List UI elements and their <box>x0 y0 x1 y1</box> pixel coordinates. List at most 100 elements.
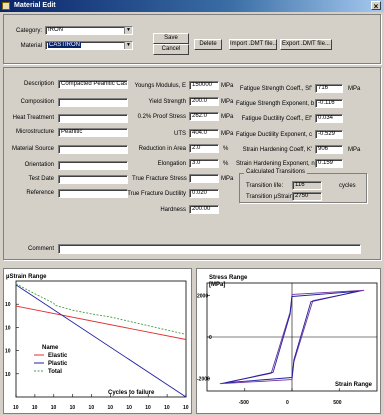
transition-life-field: 116 <box>292 181 322 190</box>
y-tick-label: 10 <box>5 372 11 378</box>
strain-hardening-exponent-field[interactable]: 0.159 <box>315 159 343 168</box>
x-tick-label: 10 <box>164 405 170 411</box>
chevron-down-icon[interactable]: ▼ <box>124 42 132 49</box>
true-fracture-ductility-field[interactable]: 0.020 <box>189 189 219 198</box>
title-bar: Material Edit × <box>0 0 384 12</box>
microstructure-label: Microstructure <box>15 129 54 135</box>
export-dmt-button[interactable]: Export .DMT file... <box>280 39 332 50</box>
true-fracture-ductility-label: True Fracture Ductility <box>127 191 186 197</box>
y-tick-label: 10 <box>5 349 11 355</box>
x-tick-label: 10 <box>183 405 189 411</box>
material-label: Material <box>20 43 42 49</box>
uts-unit: MPa <box>221 131 234 137</box>
microstructure-field[interactable]: Pearlitic <box>58 128 128 137</box>
reduction-in-area-label: Reduction in Area <box>138 146 186 152</box>
material-value: CASTIRON <box>48 42 82 48</box>
y-tick-label: 0 <box>209 335 212 341</box>
strain-hardening-coeff-label: Strain Hardening Coeff, K' <box>242 147 312 153</box>
strain-hardening-coeff-unit: MPa <box>348 147 361 153</box>
series-line-elastic <box>15 305 187 340</box>
y-axis-label: Stress Range <box>209 275 248 281</box>
proof-stress-field[interactable]: 262.0 <box>189 112 219 121</box>
fatigue-ductility-coeff-label: Fatigue Ductility Coeff., Ef' <box>241 116 312 122</box>
transition-strain-label: Transition µStrain: <box>246 194 295 200</box>
legend-label-total: Total <box>48 369 62 375</box>
fatigue-strength-exponent-label: Fatigue Strength Exponent, b <box>236 101 315 107</box>
window-title: Material Edit <box>14 2 56 9</box>
save-button[interactable]: Save <box>153 33 189 44</box>
youngs-modulus-field[interactable]: 150000 <box>189 81 219 90</box>
close-icon[interactable]: × <box>371 1 381 11</box>
import-dmt-button[interactable]: Import .DMT file... <box>229 39 278 50</box>
yield-strength-field[interactable]: 200.0 <box>189 97 219 106</box>
fatigue-strength-coeff-unit: MPa <box>348 86 361 92</box>
material-select[interactable]: CASTIRON ▼ <box>45 41 133 50</box>
material-source-label: Material Source <box>11 146 54 152</box>
x-tick-label: 0 <box>286 400 289 406</box>
category-select[interactable]: IRON ▼ <box>45 26 133 35</box>
transition-life-unit: cycles <box>339 183 356 189</box>
material-source-field[interactable] <box>58 145 128 154</box>
reference-label: Reference <box>26 190 54 196</box>
description-field[interactable]: Compacted Pearlitic Cast <box>58 80 128 89</box>
elongation-label: Elongation <box>157 161 186 167</box>
reduction-in-area-field[interactable]: 2.0 <box>189 144 219 153</box>
calculated-transitions-title: Calculated Transitions <box>244 168 308 177</box>
fatigue-strength-exponent-field[interactable]: -0.116 <box>315 99 343 108</box>
app-icon <box>2 2 10 10</box>
fatigue-ductility-exponent-label: Fatigue Ductility Exponent, c <box>236 132 313 138</box>
proof-stress-unit: MPa <box>221 114 234 120</box>
reference-field[interactable] <box>58 189 128 198</box>
hysteresis-chart-svg: Stress Range[MPa] Strain Range -500 0 500 200… <box>197 275 378 406</box>
heat-treatment-field[interactable] <box>58 114 128 123</box>
true-fracture-stress-field[interactable] <box>189 174 219 183</box>
strain-life-chart-svg: µStrain Range Cycles to failure 10 10 10 10 10… <box>5 274 189 411</box>
true-fracture-stress-unit: MPa <box>221 176 234 182</box>
strain-hardening-coeff-field[interactable]: 906 <box>315 145 343 154</box>
reduction-in-area-unit: % <box>223 146 229 152</box>
top-group <box>3 14 381 64</box>
legend-label-plastic: Plastic <box>48 361 68 367</box>
fatigue-strength-coeff-field[interactable]: 716 <box>315 84 343 93</box>
x-tick-label: 10 <box>32 405 38 411</box>
yield-strength-unit: MPa <box>221 99 234 105</box>
hysteresis-loop-2 <box>225 290 359 384</box>
x-tick-label: 10 <box>126 405 132 411</box>
transition-strain-field: 2750 <box>292 192 322 201</box>
yield-strength-label: Yield Strength <box>148 99 186 105</box>
composition-field[interactable] <box>58 98 128 107</box>
x-tick-label: 10 <box>89 405 95 411</box>
elongation-field[interactable]: 3.0 <box>189 159 219 168</box>
test-date-field[interactable] <box>58 175 128 184</box>
uts-label: UTS <box>174 131 186 137</box>
chevron-down-icon[interactable]: ▼ <box>124 27 132 34</box>
elongation-unit: % <box>223 161 229 167</box>
comment-field[interactable] <box>58 244 361 254</box>
description-label: Description <box>23 81 54 87</box>
uts-field[interactable]: 404.0 <box>189 129 219 138</box>
orientation-label: Orientation <box>24 162 54 168</box>
transition-life-label: Transition life: <box>246 183 284 189</box>
proof-stress-label: 0.2% Proof Stress <box>137 114 186 120</box>
youngs-modulus-label: Youngs Modulus, E <box>134 83 186 89</box>
plot-frame <box>15 280 187 398</box>
x-tick-label: 10 <box>13 405 19 411</box>
x-tick-label: -500 <box>239 400 249 406</box>
delete-button[interactable]: Delete <box>194 39 222 50</box>
cancel-button[interactable]: Cancel <box>153 44 189 55</box>
x-axis-label: Strain Range <box>335 382 373 388</box>
fatigue-ductility-exponent-field[interactable]: -0.529 <box>315 130 343 139</box>
true-fracture-stress-label: True Fracture Stress <box>132 176 187 182</box>
hysteresis-chart: Stress Range [MPa] Strain Range -500 0 500 200… <box>196 268 381 414</box>
y-axis-label: µStrain Range <box>6 274 47 280</box>
series-line-plastic <box>15 284 187 398</box>
legend-title: Name <box>42 345 59 351</box>
orientation-field[interactable] <box>58 161 128 170</box>
category-value: IRON <box>48 27 63 33</box>
fatigue-ductility-coeff-field[interactable]: 0.034 <box>315 114 343 123</box>
heat-treatment-label: Heat Treatment <box>12 115 54 121</box>
hardness-label: Hardness <box>160 207 186 213</box>
x-tick-label: 10 <box>145 405 151 411</box>
series-line-total <box>15 283 187 335</box>
hardness-field[interactable]: 200.00 <box>189 205 219 214</box>
